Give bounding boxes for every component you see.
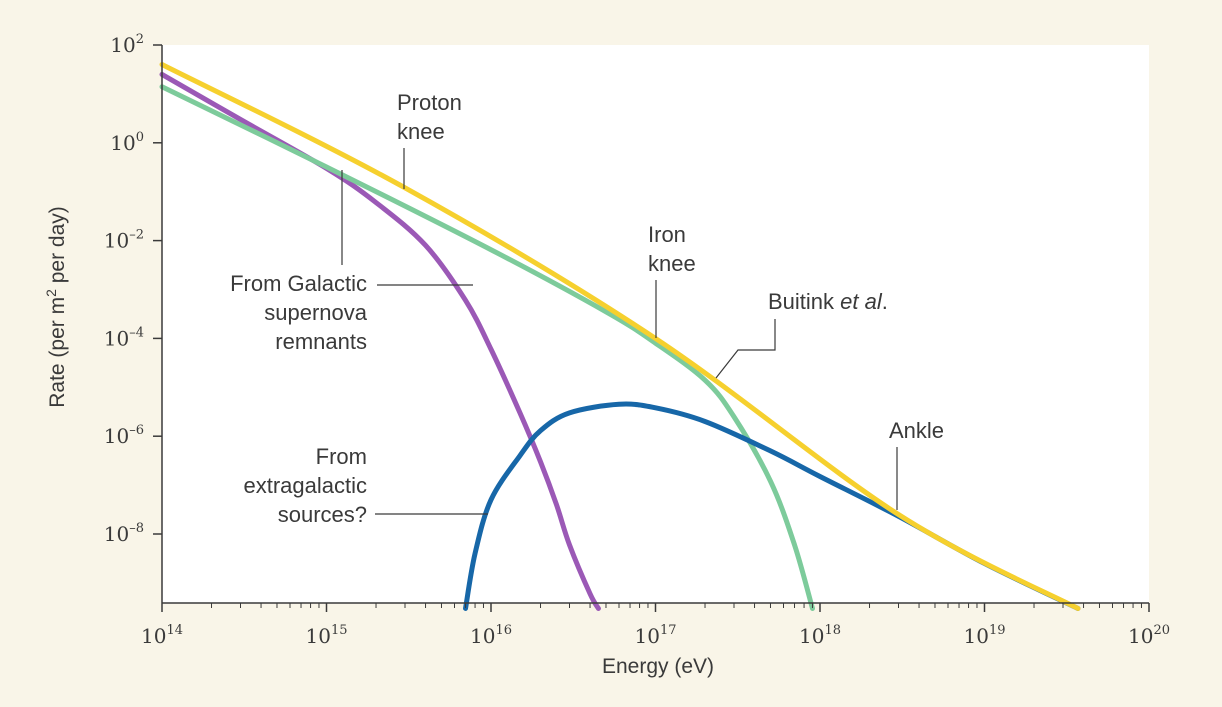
x-axis-title: Energy (eV) — [602, 655, 714, 678]
x-tick-label: 1018 — [799, 623, 841, 648]
y-tick-label: 10–2 — [104, 228, 144, 253]
annotation-text: Proton — [397, 90, 462, 115]
annotation-text: extragalactic — [243, 473, 367, 498]
x-tick-label: 1014 — [141, 623, 183, 648]
series-layer — [159, 61, 1081, 611]
y-tick-label: 10–4 — [104, 325, 144, 350]
y-tick-label: 102 — [110, 32, 144, 57]
leader-line — [715, 319, 776, 379]
y-tick-label: 10–6 — [104, 423, 144, 448]
annotation-iron-knee: Iron knee — [648, 222, 696, 338]
x-tick-label: 1019 — [964, 623, 1006, 648]
x-ticks: 1014 1015 1016 1017 1018 1019 1020 — [141, 603, 1170, 648]
annotation-text: From — [316, 444, 367, 469]
x-tick-label: 1017 — [635, 623, 677, 648]
y-axis-title: Rate (per m2 per day) — [43, 206, 69, 408]
annotation-text: Iron — [648, 222, 686, 247]
series-iron-line — [159, 84, 815, 611]
x-tick-label: 1015 — [306, 623, 348, 648]
series-total-line — [159, 61, 1081, 611]
annotation-text: From Galactic — [230, 271, 367, 296]
annotation-text: supernova — [264, 300, 368, 325]
axes: 1014 1015 1016 1017 1018 1019 1020 10210010–21… — [104, 32, 1170, 648]
annotation-text: knee — [648, 251, 696, 276]
annotation-buitink: Buitink et al. — [715, 289, 888, 379]
annotation-text: Buitink et al. — [768, 289, 888, 314]
y-tick-label: 10–8 — [104, 521, 144, 546]
annotation-galactic-label: From Galactic supernova remnants — [230, 170, 473, 354]
annotation-text: Ankle — [889, 418, 944, 443]
x-tick-label: 1020 — [1128, 623, 1170, 648]
annotation-extragalactic-label: From extragalactic sources? — [243, 444, 488, 527]
annotation-text: knee — [397, 119, 445, 144]
x-tick-label: 1016 — [470, 623, 512, 648]
y-ticks: 102 100 10–2 10–4 10–6 10–8 — [104, 32, 162, 546]
annotation-text: remnants — [275, 329, 367, 354]
annotation-proton-knee: Proton knee — [397, 90, 462, 189]
annotation-ankle: Ankle — [889, 418, 944, 510]
y-tick-label: 100 — [110, 130, 144, 155]
annotation-text: sources? — [278, 502, 367, 527]
